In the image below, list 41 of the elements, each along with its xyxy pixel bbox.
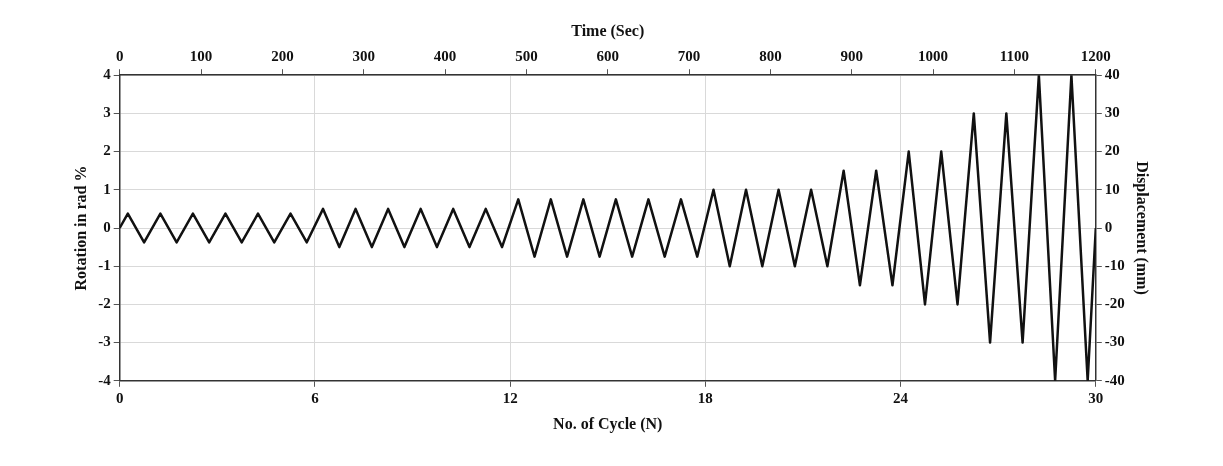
y2-tick-label: -10 xyxy=(1104,257,1125,274)
x2-tick-label: 500 xyxy=(515,48,538,65)
y-axis-title: Rotation in rad % xyxy=(71,165,89,291)
x2-tick-label: 0 xyxy=(115,48,124,65)
x2-axis-title: Time (Sec) xyxy=(571,21,645,40)
y-tick-label: 3 xyxy=(103,104,111,121)
x-tick-label: 6 xyxy=(311,389,320,406)
y-tick-label: 4 xyxy=(103,66,112,83)
x2-tick-label: 1200 xyxy=(1080,48,1111,65)
y2-axis-title: Displacement (mm) xyxy=(1133,161,1152,295)
y2-tick-label: 30 xyxy=(1104,104,1120,121)
y2-tick-label: 0 xyxy=(1104,218,1113,235)
x2-tick-label: 400 xyxy=(433,48,457,65)
y-tick-label: -3 xyxy=(98,333,111,350)
y-tick-label: -4 xyxy=(98,371,112,388)
x2-tick-label: 900 xyxy=(840,48,864,65)
x-tick-label: 0 xyxy=(115,389,124,406)
x2-tick-label: 1000 xyxy=(918,48,949,65)
x-tick-label: 24 xyxy=(893,389,909,406)
x2-tick-label: 800 xyxy=(759,48,782,65)
x2-tick-label: 1100 xyxy=(999,48,1030,65)
x-tick-label: 30 xyxy=(1088,389,1104,406)
x-axis-title: No. of Cycle (N) xyxy=(553,414,663,433)
x2-tick-label: 300 xyxy=(352,48,375,65)
x-tick-label: 12 xyxy=(502,389,518,406)
y2-tick-label: 10 xyxy=(1104,180,1120,197)
y-tick-label: -1 xyxy=(98,257,111,274)
x2-tick-label: 700 xyxy=(677,48,701,65)
y2-tick-label: 20 xyxy=(1104,142,1120,159)
x2-tick-label: 600 xyxy=(596,48,619,65)
y2-tick-label: 40 xyxy=(1104,66,1120,83)
y2-tick-label: -40 xyxy=(1104,371,1125,388)
x-tick-label: 18 xyxy=(697,389,713,406)
x2-tick-label: 200 xyxy=(271,48,294,65)
y-tick-label: 1 xyxy=(103,180,111,197)
y2-tick-label: -30 xyxy=(1104,333,1125,350)
y2-tick-label: -20 xyxy=(1104,295,1125,312)
x2-tick-label: 100 xyxy=(189,48,213,65)
y-tick-label: 2 xyxy=(103,142,111,159)
y-tick-label: 0 xyxy=(103,218,111,235)
y-tick-label: -2 xyxy=(98,295,111,312)
